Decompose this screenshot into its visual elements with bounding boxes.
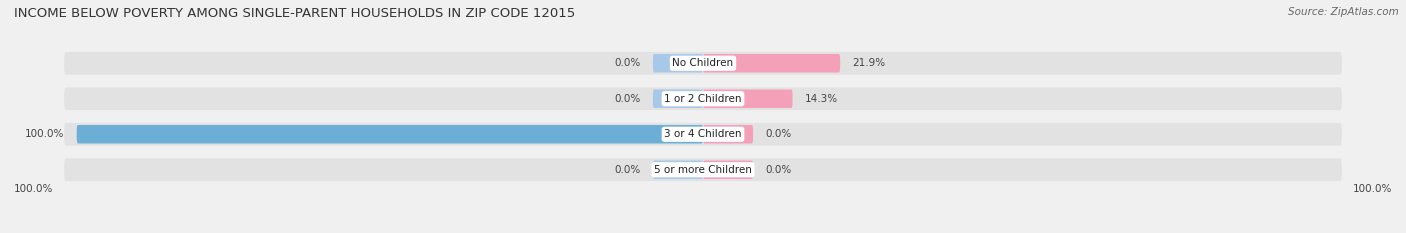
Text: 100.0%: 100.0% <box>25 129 65 139</box>
Text: 14.3%: 14.3% <box>806 94 838 104</box>
Text: 0.0%: 0.0% <box>614 58 640 68</box>
FancyBboxPatch shape <box>703 125 754 144</box>
FancyBboxPatch shape <box>652 161 703 179</box>
FancyBboxPatch shape <box>703 89 793 108</box>
Text: INCOME BELOW POVERTY AMONG SINGLE-PARENT HOUSEHOLDS IN ZIP CODE 12015: INCOME BELOW POVERTY AMONG SINGLE-PARENT… <box>14 7 575 20</box>
Text: 21.9%: 21.9% <box>852 58 886 68</box>
FancyBboxPatch shape <box>65 87 1341 110</box>
Text: 3 or 4 Children: 3 or 4 Children <box>664 129 742 139</box>
FancyBboxPatch shape <box>65 52 1341 75</box>
FancyBboxPatch shape <box>652 89 703 108</box>
Text: 0.0%: 0.0% <box>614 94 640 104</box>
Text: No Children: No Children <box>672 58 734 68</box>
FancyBboxPatch shape <box>65 123 1341 146</box>
Text: 100.0%: 100.0% <box>1353 184 1392 194</box>
FancyBboxPatch shape <box>65 158 1341 181</box>
FancyBboxPatch shape <box>703 161 754 179</box>
FancyBboxPatch shape <box>652 54 703 72</box>
Text: 0.0%: 0.0% <box>614 165 640 175</box>
Text: 100.0%: 100.0% <box>14 184 53 194</box>
Text: Source: ZipAtlas.com: Source: ZipAtlas.com <box>1288 7 1399 17</box>
FancyBboxPatch shape <box>703 54 841 72</box>
Text: 1 or 2 Children: 1 or 2 Children <box>664 94 742 104</box>
Text: 5 or more Children: 5 or more Children <box>654 165 752 175</box>
Text: 0.0%: 0.0% <box>766 165 792 175</box>
Text: 0.0%: 0.0% <box>766 129 792 139</box>
FancyBboxPatch shape <box>77 125 703 144</box>
